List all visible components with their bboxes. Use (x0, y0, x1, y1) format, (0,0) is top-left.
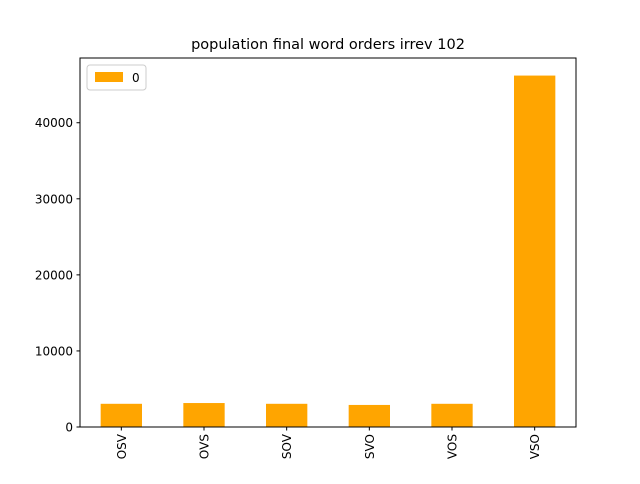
x-tick-label-sov: SOV (280, 433, 294, 459)
y-tick-label: 0 (65, 421, 73, 435)
bar-ovs (183, 403, 225, 427)
legend: 0 (86, 64, 147, 91)
bar-vos (431, 403, 473, 427)
legend-swatch (95, 72, 123, 82)
axes-frame (79, 57, 577, 428)
bar-osv (100, 403, 142, 427)
chart-title: population final word orders irrev 102 (191, 37, 465, 53)
y-tick-label: 10000 (35, 344, 73, 358)
bar-vso (514, 75, 556, 428)
legend-label: 0 (132, 71, 140, 85)
y-tick-label: 30000 (35, 192, 73, 206)
x-tick-label-vso: VSO (528, 434, 542, 459)
x-tick-label-svo: SVO (363, 434, 377, 459)
x-tick-label-osv: OSV (115, 433, 129, 459)
x-tick-label-ovs: OVS (198, 434, 212, 459)
y-tick-label: 40000 (35, 116, 73, 130)
axes-layer: 0 10000 20000 30000 40000 OSV OVS SOV SVO VOS VSO (35, 57, 577, 459)
bars-layer (100, 75, 556, 428)
y-tick-label: 20000 (35, 268, 73, 282)
bar-sov (266, 403, 308, 427)
bar-svo (348, 404, 390, 427)
x-tick-label-vos: VOS (446, 434, 460, 459)
